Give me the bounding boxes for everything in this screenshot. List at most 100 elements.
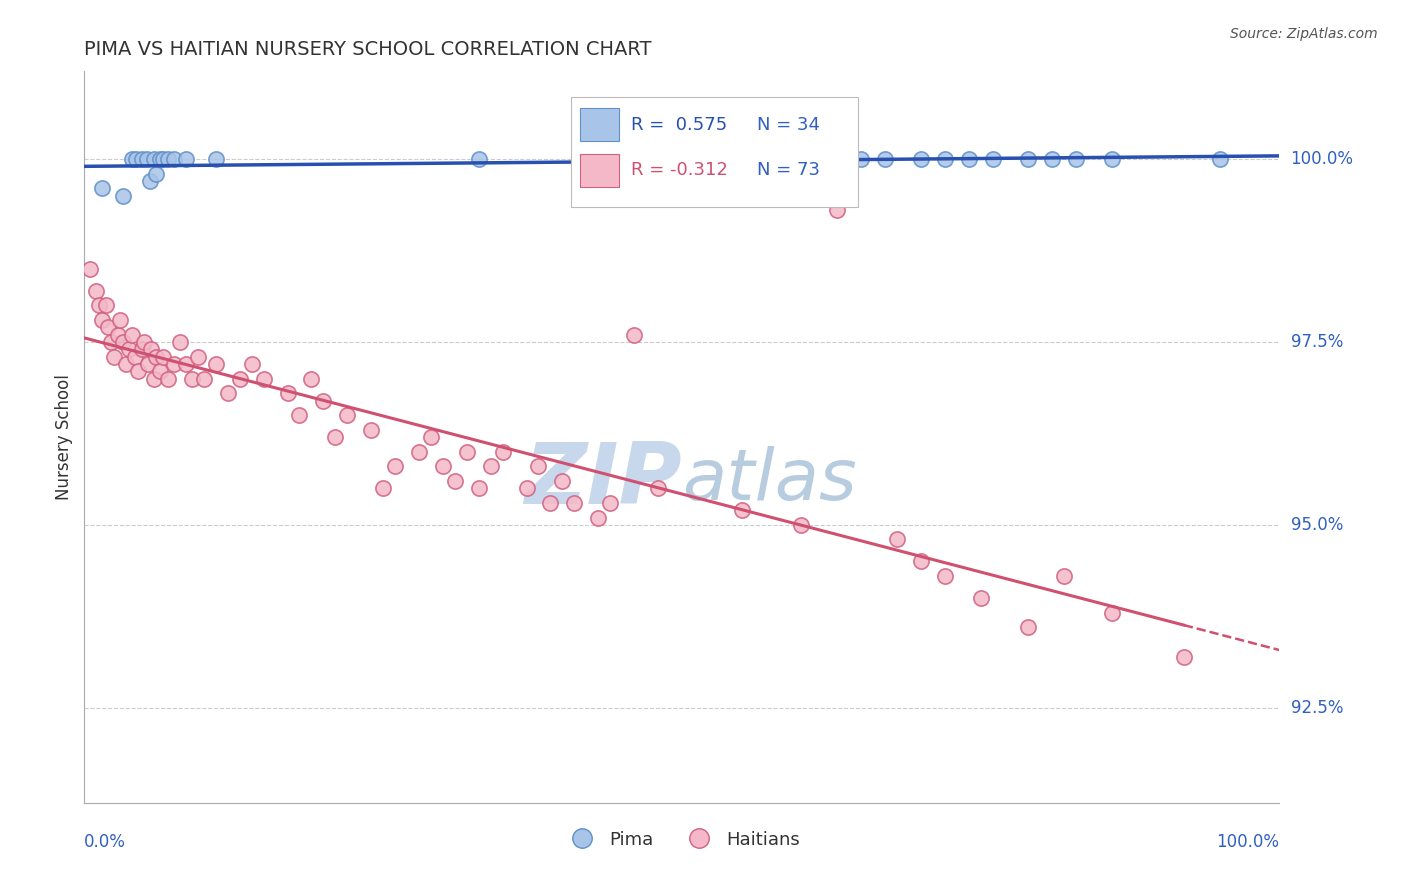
Point <box>152 350 174 364</box>
Point <box>599 496 621 510</box>
Point <box>551 474 574 488</box>
Point <box>957 152 980 166</box>
Point <box>136 357 159 371</box>
Point <box>100 334 122 349</box>
Point <box>111 188 134 202</box>
Point <box>87 298 110 312</box>
Point <box>131 152 153 166</box>
Text: R =  0.575: R = 0.575 <box>630 116 727 134</box>
Point <box>851 152 873 166</box>
Point <box>432 459 454 474</box>
Point <box>121 327 143 342</box>
Point <box>468 152 491 166</box>
Y-axis label: Nursery School: Nursery School <box>55 374 73 500</box>
Point <box>373 481 395 495</box>
Text: 92.5%: 92.5% <box>1291 698 1343 716</box>
Point <box>157 152 180 166</box>
Point <box>934 152 956 166</box>
Point <box>588 510 610 524</box>
Point <box>790 517 813 532</box>
Point <box>970 591 993 605</box>
Point <box>718 152 741 166</box>
Point <box>142 371 165 385</box>
Point <box>479 459 502 474</box>
Point <box>152 152 174 166</box>
Point <box>149 364 172 378</box>
Point <box>1018 620 1040 634</box>
Point <box>217 386 239 401</box>
Point <box>731 503 754 517</box>
Point <box>145 167 167 181</box>
Point <box>564 496 586 510</box>
Point <box>125 152 148 166</box>
Point <box>683 152 706 166</box>
Point <box>1173 649 1195 664</box>
FancyBboxPatch shape <box>571 97 858 207</box>
Point <box>97 320 120 334</box>
Point <box>288 408 311 422</box>
Point <box>934 569 956 583</box>
Point <box>1066 152 1088 166</box>
Point <box>1209 152 1232 166</box>
Point <box>124 350 146 364</box>
Point <box>647 481 669 495</box>
Point <box>408 444 430 458</box>
Point <box>131 343 153 357</box>
Text: Source: ZipAtlas.com: Source: ZipAtlas.com <box>1230 27 1378 41</box>
Legend: Pima, Haitians: Pima, Haitians <box>557 823 807 856</box>
Point <box>187 350 209 364</box>
Point <box>174 357 197 371</box>
Point <box>86 284 108 298</box>
Text: PIMA VS HAITIAN NURSERY SCHOOL CORRELATION CHART: PIMA VS HAITIAN NURSERY SCHOOL CORRELATI… <box>84 39 652 59</box>
Text: 95.0%: 95.0% <box>1291 516 1343 533</box>
Point <box>240 357 263 371</box>
FancyBboxPatch shape <box>581 154 619 187</box>
Point <box>516 481 538 495</box>
Point <box>145 350 167 364</box>
Text: atlas: atlas <box>682 447 856 516</box>
Point <box>121 152 143 166</box>
Point <box>139 174 162 188</box>
Point <box>107 327 129 342</box>
Point <box>253 371 276 385</box>
Point <box>163 357 186 371</box>
Point <box>141 343 163 357</box>
Point <box>91 181 114 195</box>
Point <box>1053 569 1076 583</box>
Point <box>981 152 1004 166</box>
Point <box>384 459 406 474</box>
Text: N = 34: N = 34 <box>758 116 820 134</box>
Point <box>492 444 515 458</box>
Point <box>157 371 180 385</box>
Text: ZIP: ZIP <box>524 440 682 523</box>
Text: N = 73: N = 73 <box>758 161 820 179</box>
Point <box>755 152 778 166</box>
Point <box>527 459 550 474</box>
Point <box>163 152 186 166</box>
Point <box>301 371 323 385</box>
Point <box>420 430 443 444</box>
Point <box>360 423 382 437</box>
Point <box>875 152 897 166</box>
Point <box>229 371 252 385</box>
Point <box>94 298 117 312</box>
Text: 100.0%: 100.0% <box>1291 150 1354 168</box>
Text: 0.0%: 0.0% <box>84 833 127 851</box>
Point <box>132 334 156 349</box>
Point <box>91 313 114 327</box>
Point <box>110 313 132 327</box>
Point <box>135 152 157 166</box>
Point <box>444 474 467 488</box>
Text: 97.5%: 97.5% <box>1291 333 1343 351</box>
FancyBboxPatch shape <box>581 108 619 141</box>
Point <box>827 203 849 218</box>
Point <box>1101 606 1123 620</box>
Point <box>1101 152 1123 166</box>
Point <box>193 371 215 385</box>
Point <box>169 334 191 349</box>
Point <box>312 393 335 408</box>
Text: R = -0.312: R = -0.312 <box>630 161 727 179</box>
Point <box>910 152 932 166</box>
Point <box>623 152 645 166</box>
Point <box>277 386 299 401</box>
